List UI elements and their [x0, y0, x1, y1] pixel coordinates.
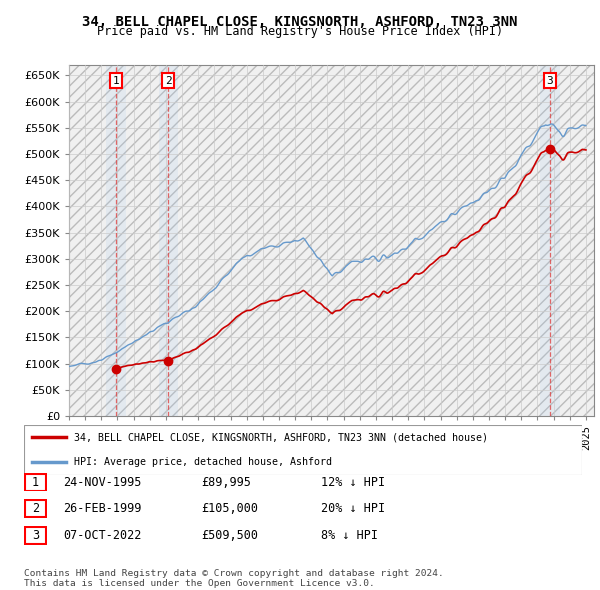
- Text: 1: 1: [32, 476, 39, 489]
- Text: 3: 3: [32, 529, 39, 542]
- Text: 34, BELL CHAPEL CLOSE, KINGSNORTH, ASHFORD, TN23 3NN: 34, BELL CHAPEL CLOSE, KINGSNORTH, ASHFO…: [82, 15, 518, 29]
- HPI: Average price, detached house, Ashford: (2.02e+03, 5.54e+05): Average price, detached house, Ashford: …: [583, 122, 590, 129]
- 34, BELL CHAPEL CLOSE, KINGSNORTH, ASHFORD, TN23 3NN (detached house): [113, 365, 120, 372]
- FancyBboxPatch shape: [25, 474, 46, 490]
- Text: £105,000: £105,000: [201, 502, 258, 515]
- HPI: Average price, detached house, Ashford: (2.01e+03, 3.06e+05): Average price, detached house, Ashford: …: [379, 252, 386, 259]
- 34, BELL CHAPEL CLOSE, KINGSNORTH, ASHFORD, TN23 3NN (detached house): [463, 235, 470, 242]
- Text: 34, BELL CHAPEL CLOSE, KINGSNORTH, ASHFORD, TN23 3NN (detached house): 34, BELL CHAPEL CLOSE, KINGSNORTH, ASHFO…: [74, 432, 488, 442]
- Text: £509,500: £509,500: [201, 529, 258, 542]
- HPI: Average price, detached house, Ashford: (2.02e+03, 4.75e+05): Average price, detached house, Ashford: …: [511, 163, 518, 171]
- Text: 8% ↓ HPI: 8% ↓ HPI: [321, 529, 378, 542]
- Text: 20% ↓ HPI: 20% ↓ HPI: [321, 502, 385, 515]
- FancyBboxPatch shape: [25, 527, 46, 543]
- Bar: [540, 65, 560, 416]
- HPI: Average price, detached house, Ashford: (1.99e+03, 9.45e+04): Average price, detached house, Ashford: …: [65, 363, 73, 370]
- 34, BELL CHAPEL CLOSE, KINGSNORTH, ASHFORD, TN23 3NN (detached house): [151, 358, 158, 365]
- Text: 26-FEB-1999: 26-FEB-1999: [63, 502, 142, 515]
- Bar: [158, 65, 178, 416]
- Text: 24-NOV-1995: 24-NOV-1995: [63, 476, 142, 489]
- 34, BELL CHAPEL CLOSE, KINGSNORTH, ASHFORD, TN23 3NN (detached house): [548, 145, 555, 152]
- Text: 12% ↓ HPI: 12% ↓ HPI: [321, 476, 385, 489]
- 34, BELL CHAPEL CLOSE, KINGSNORTH, ASHFORD, TN23 3NN (detached house): [561, 155, 568, 162]
- Bar: [106, 65, 125, 416]
- FancyBboxPatch shape: [24, 425, 582, 475]
- Bar: [69, 65, 594, 416]
- Text: HPI: Average price, detached house, Ashford: HPI: Average price, detached house, Ashf…: [74, 457, 332, 467]
- HPI: Average price, detached house, Ashford: (1.99e+03, 1.06e+05): Average price, detached house, Ashford: …: [97, 357, 104, 364]
- Text: 2: 2: [165, 76, 172, 86]
- HPI: Average price, detached house, Ashford: (2.02e+03, 3.97e+05): Average price, detached house, Ashford: …: [457, 205, 464, 212]
- 34, BELL CHAPEL CLOSE, KINGSNORTH, ASHFORD, TN23 3NN (detached house): [583, 146, 590, 153]
- HPI: Average price, detached house, Ashford: (2.02e+03, 5.57e+05): Average price, detached house, Ashford: …: [548, 120, 555, 127]
- Text: 1: 1: [112, 76, 119, 86]
- Text: £89,995: £89,995: [201, 476, 251, 489]
- Text: Contains HM Land Registry data © Crown copyright and database right 2024.
This d: Contains HM Land Registry data © Crown c…: [24, 569, 444, 588]
- Text: 07-OCT-2022: 07-OCT-2022: [63, 529, 142, 542]
- HPI: Average price, detached house, Ashford: (2.01e+03, 3e+05): Average price, detached house, Ashford: …: [365, 255, 373, 263]
- 34, BELL CHAPEL CLOSE, KINGSNORTH, ASHFORD, TN23 3NN (detached house): [457, 238, 464, 245]
- FancyBboxPatch shape: [25, 500, 46, 517]
- 34, BELL CHAPEL CLOSE, KINGSNORTH, ASHFORD, TN23 3NN (detached house): [226, 320, 233, 327]
- HPI: Average price, detached house, Ashford: (2.01e+03, 3.12e+05): Average price, detached house, Ashford: …: [395, 249, 402, 256]
- 34, BELL CHAPEL CLOSE, KINGSNORTH, ASHFORD, TN23 3NN (detached house): [575, 149, 582, 156]
- Line: HPI: Average price, detached house, Ashford: HPI: Average price, detached house, Ashf…: [69, 124, 586, 366]
- Text: Price paid vs. HM Land Registry's House Price Index (HPI): Price paid vs. HM Land Registry's House …: [97, 25, 503, 38]
- Line: 34, BELL CHAPEL CLOSE, KINGSNORTH, ASHFORD, TN23 3NN (detached house): 34, BELL CHAPEL CLOSE, KINGSNORTH, ASHFO…: [116, 149, 586, 369]
- Text: 3: 3: [547, 76, 553, 86]
- Text: 2: 2: [32, 502, 39, 515]
